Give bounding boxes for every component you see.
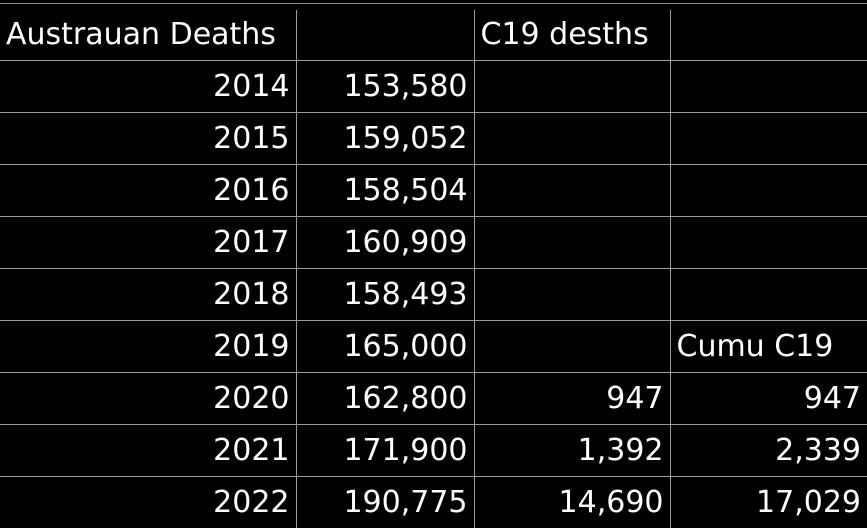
c19-cell[interactable] [474,165,670,217]
year-cell[interactable]: 2019 [0,321,296,373]
cumu-cell[interactable]: 2,339 [670,425,867,477]
table-row: 2016 158,504 [0,165,867,217]
header-cell-a[interactable]: Austrauan Deaths [0,10,296,61]
table-row: 2017 160,909 [0,217,867,269]
spreadsheet: Austrauan Deaths C19 desths 2014 153,580… [0,0,867,513]
cumu-cell[interactable]: 17,029 [670,477,867,528]
deaths-cell[interactable]: 190,775 [296,477,474,528]
year-cell[interactable]: 2018 [0,269,296,321]
year-cell[interactable]: 2014 [0,61,296,113]
cumu-cell[interactable] [670,217,867,269]
cumu-cell[interactable] [670,269,867,321]
c19-cell[interactable]: 947 [474,373,670,425]
year-cell[interactable]: 2021 [0,425,296,477]
table-row: 2014 153,580 [0,61,867,113]
table-row: 2021 171,900 1,392 2,339 [0,425,867,477]
table-row: 2019 165,000 Cumu C19 [0,321,867,373]
c19-cell[interactable] [474,113,670,165]
deaths-cell[interactable]: 158,493 [296,269,474,321]
header-row: Austrauan Deaths C19 desths [0,10,867,61]
c19-cell[interactable] [474,269,670,321]
table-row: 2020 162,800 947 947 [0,373,867,425]
year-cell[interactable]: 2015 [0,113,296,165]
header-cell-d[interactable] [670,10,867,61]
top-border [0,3,867,4]
table-row: 2018 158,493 [0,269,867,321]
c19-cell[interactable]: 1,392 [474,425,670,477]
table-row: 2015 159,052 [0,113,867,165]
c19-cell[interactable] [474,61,670,113]
cumu-cell[interactable] [670,165,867,217]
c19-cell[interactable] [474,321,670,373]
header-cell-c[interactable]: C19 desths [474,10,670,61]
year-cell[interactable]: 2022 [0,477,296,528]
cumu-label-cell[interactable]: Cumu C19 [670,321,867,373]
cumu-cell[interactable] [670,61,867,113]
deaths-cell[interactable]: 160,909 [296,217,474,269]
c19-cell[interactable] [474,217,670,269]
c19-cell[interactable]: 14,690 [474,477,670,528]
deaths-cell[interactable]: 165,000 [296,321,474,373]
deaths-cell[interactable]: 162,800 [296,373,474,425]
cumu-cell[interactable] [670,113,867,165]
deaths-cell[interactable]: 159,052 [296,113,474,165]
year-cell[interactable]: 2016 [0,165,296,217]
header-cell-b[interactable] [296,10,474,61]
deaths-cell[interactable]: 158,504 [296,165,474,217]
cumu-cell[interactable]: 947 [670,373,867,425]
table-row: 2022 190,775 14,690 17,029 [0,477,867,528]
deaths-cell[interactable]: 171,900 [296,425,474,477]
year-cell[interactable]: 2017 [0,217,296,269]
deaths-cell[interactable]: 153,580 [296,61,474,113]
deaths-table: Austrauan Deaths C19 desths 2014 153,580… [0,10,867,528]
year-cell[interactable]: 2020 [0,373,296,425]
